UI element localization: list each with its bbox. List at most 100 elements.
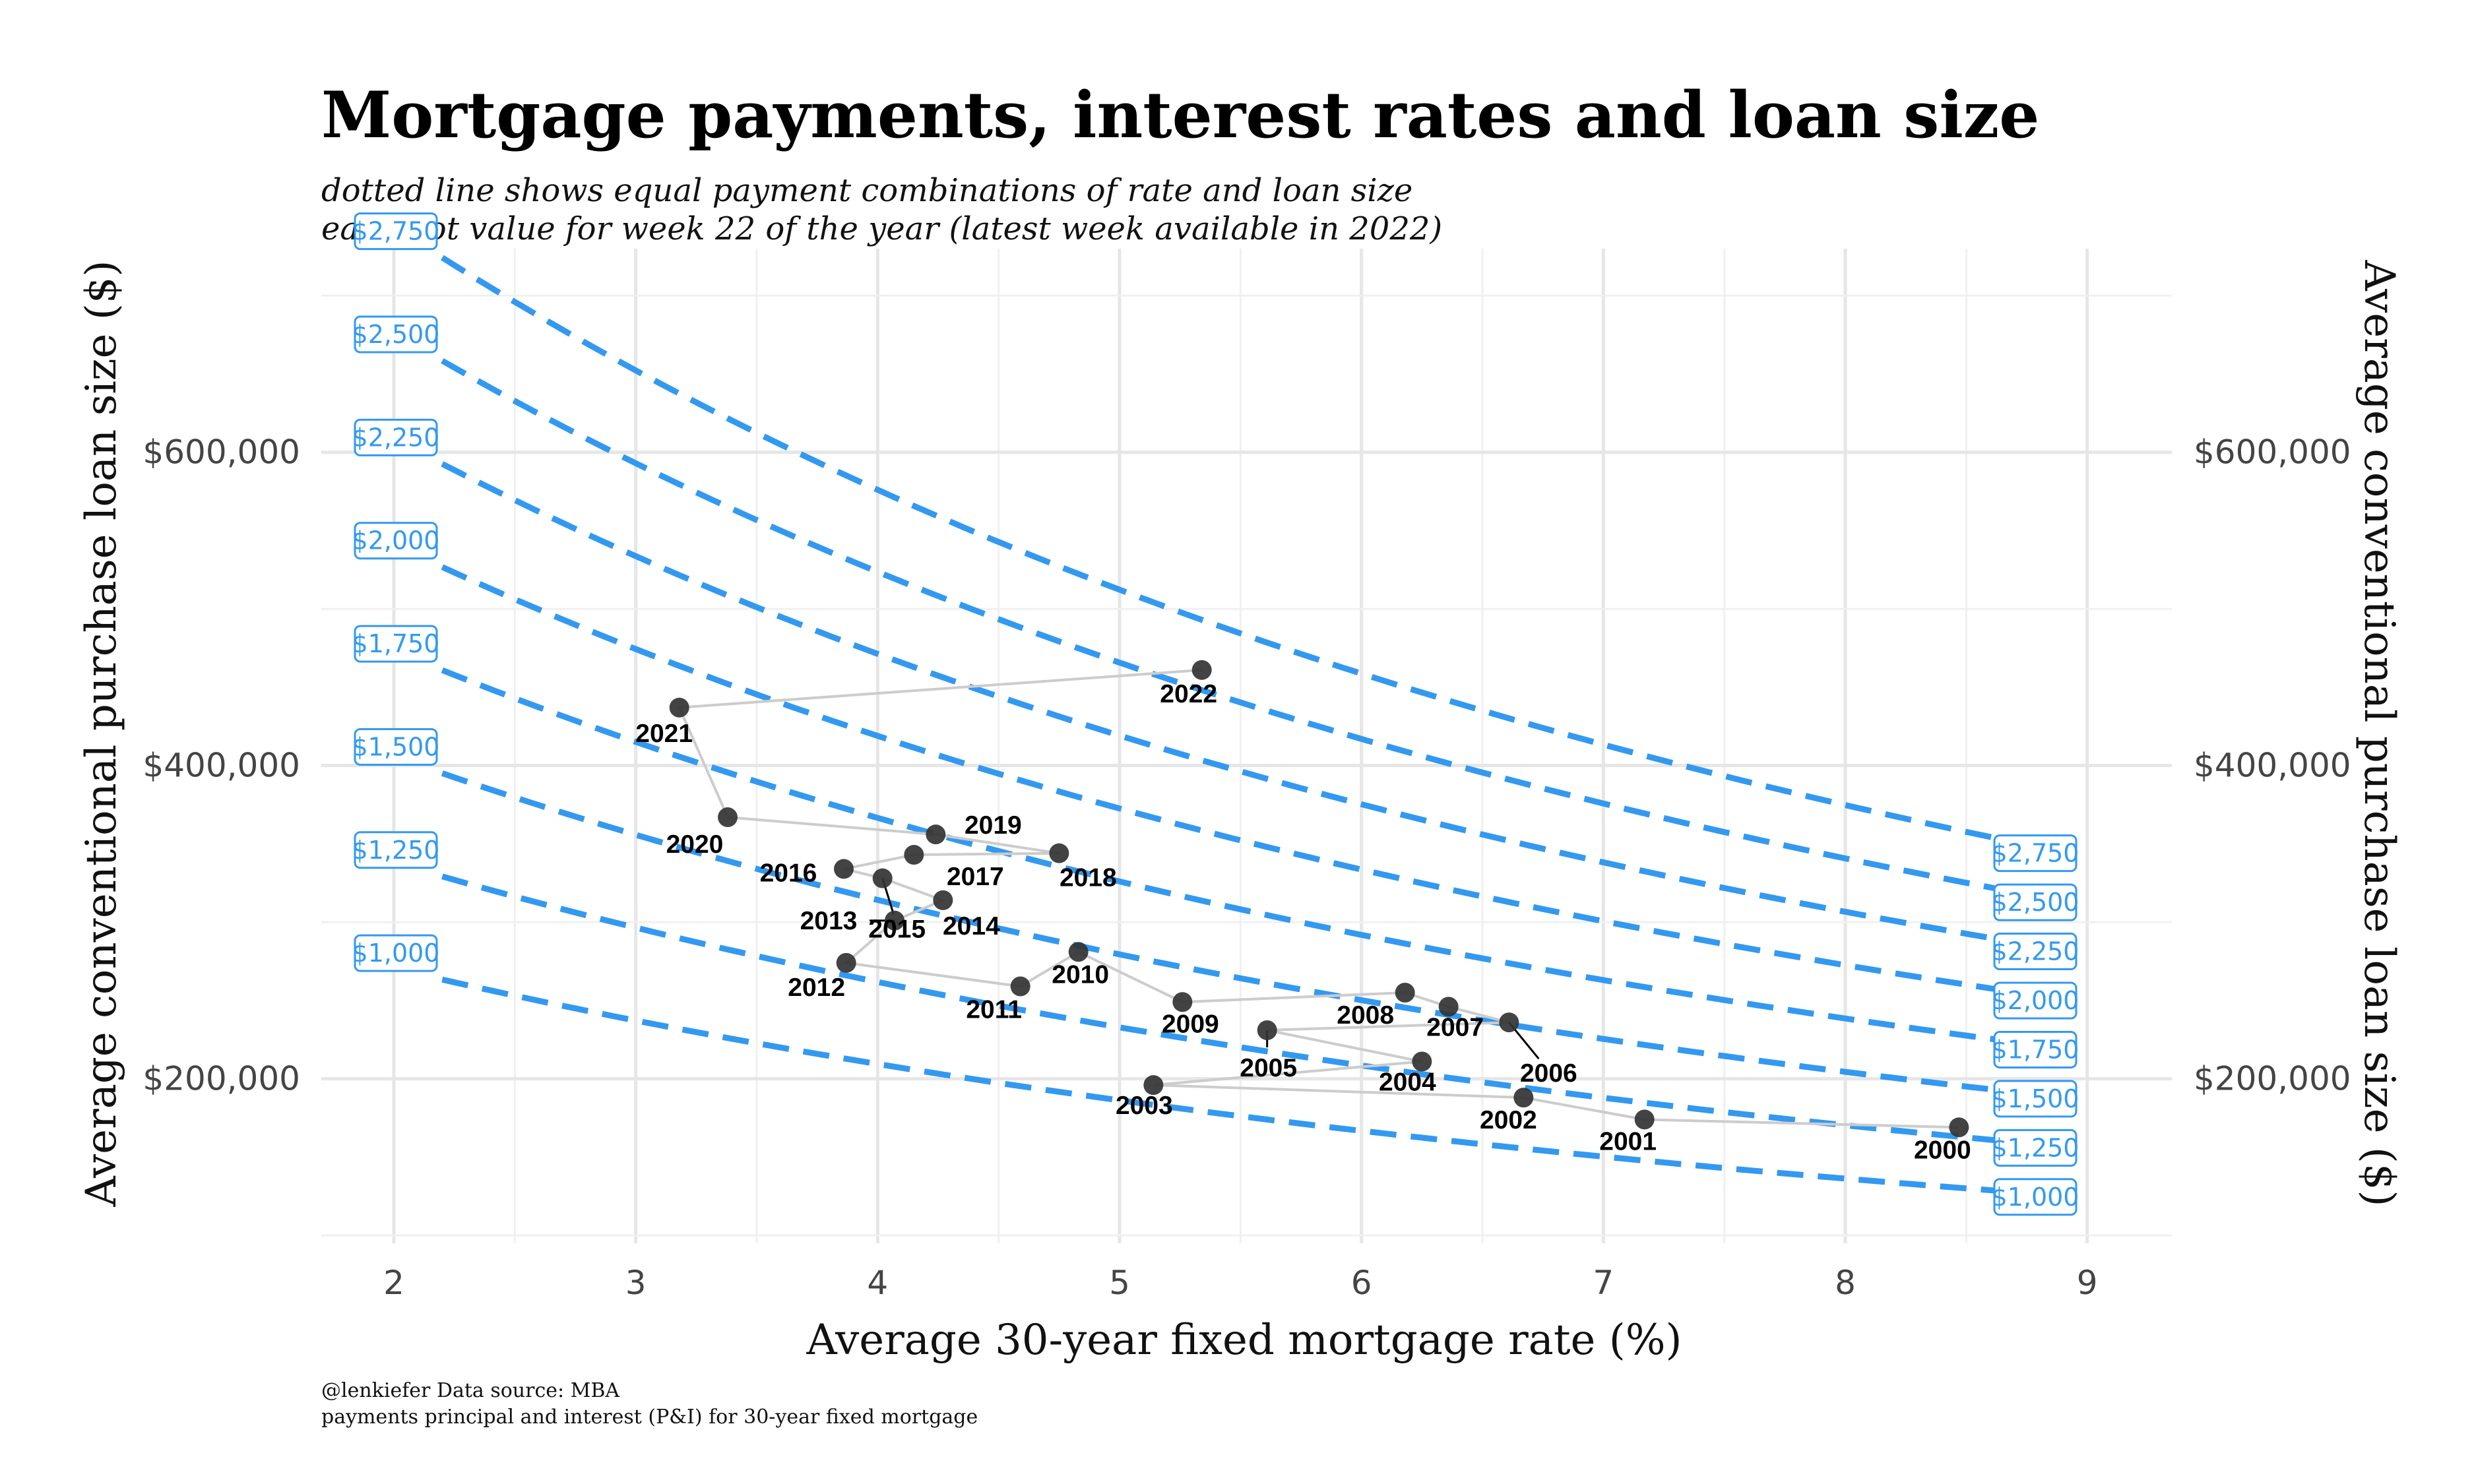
data-point-2012: [836, 952, 856, 973]
payment-label-box: [1993, 1030, 2078, 1068]
payment-label-box: [354, 625, 438, 663]
y-tick-label-left: $600,000: [143, 433, 300, 472]
data-point-2016: [834, 859, 854, 879]
year-label-2020: 2020: [666, 830, 724, 859]
payment-label-box: [354, 212, 438, 251]
payment-curve: [441, 461, 2052, 951]
year-label-2012: 2012: [788, 974, 845, 1002]
payment-label-text: $1,250: [352, 836, 440, 865]
payment-label-left: $1,750: [352, 625, 440, 663]
payment-label-text: $1,500: [352, 732, 440, 761]
year-label-2003: 2003: [1116, 1092, 1173, 1120]
payment-label-text: $2,000: [1992, 986, 2079, 1015]
payment-label-box: [1993, 1178, 2078, 1216]
payment-label-text: $2,250: [352, 423, 440, 452]
payment-label-text: $1,750: [1992, 1035, 2079, 1064]
payment-label-text: $2,500: [1992, 888, 2079, 917]
year-label-2001: 2001: [1599, 1127, 1657, 1156]
year-label-2004: 2004: [1379, 1068, 1436, 1097]
data-point-2009: [1172, 992, 1193, 1012]
payment-label-right: $1,250: [1992, 1128, 2079, 1167]
payment-label-box: [1993, 981, 2078, 1020]
payment-label-text: $2,750: [352, 217, 440, 246]
payment-curve: [441, 358, 2052, 902]
payment-label-right: $2,250: [1992, 933, 2079, 971]
payment-label-box: [354, 831, 438, 869]
data-point-2002: [1513, 1088, 1534, 1108]
payment-label-text: $1,000: [352, 939, 440, 968]
chart-subtitle-line-1: dotted line shows equal payment combinat…: [321, 172, 1412, 209]
year-label-2006: 2006: [1520, 1059, 1577, 1088]
payment-label-box: [1993, 883, 2078, 921]
data-point-2020: [718, 807, 738, 828]
x-tick-label: 5: [1109, 1264, 1130, 1302]
payment-label-box: [1993, 1080, 2078, 1118]
caption-line-1: @lenkiefer Data source: MBA: [321, 1379, 619, 1402]
data-point-2010: [1068, 942, 1089, 962]
payment-label-box: [1993, 834, 2078, 873]
payment-label-text: $1,000: [1992, 1183, 2079, 1212]
data-point-2007: [1438, 997, 1459, 1017]
payment-label-left: $2,250: [352, 418, 440, 456]
data-points: [669, 660, 1969, 1138]
year-labels: 2000 2001 2002 2003 2004 2005 2006 2007 2008 2009…: [635, 680, 1971, 1164]
year-label-2022: 2022: [1160, 680, 1217, 708]
year-label-2018: 2018: [1060, 864, 1117, 892]
payment-label-left: $2,500: [352, 315, 440, 354]
year-label-2021: 2021: [635, 720, 693, 748]
year-label-2000: 2000: [1914, 1136, 1971, 1164]
x-axis-title: Average 30-year fixed mortgage rate (%): [806, 1316, 1682, 1365]
y-tick-label-right: $600,000: [2194, 433, 2351, 472]
data-point-2021: [669, 697, 689, 718]
y-axis-right-ticks: $200,000 $400,000 $600,000: [2194, 433, 2351, 1098]
payment-label-left: $2,000: [352, 522, 440, 560]
data-point-2017: [904, 845, 924, 865]
x-tick-label: 2: [383, 1264, 404, 1302]
data-point-2019: [926, 824, 946, 845]
x-tick-label: 8: [1835, 1264, 1856, 1302]
payment-label-text: $1,500: [1992, 1084, 2079, 1113]
payment-label-box: [354, 522, 438, 560]
gridlines: [321, 249, 2172, 1243]
payment-label-left: $1,500: [352, 727, 440, 766]
year-label-2013: 2013: [800, 907, 858, 935]
y-axis-left-ticks: $200,000 $400,000 $600,000: [143, 433, 300, 1098]
payment-label-right: $2,000: [1992, 981, 2079, 1020]
year-label-2008: 2008: [1337, 1001, 1394, 1030]
data-point-2001: [1634, 1109, 1655, 1130]
year-label-2007: 2007: [1426, 1013, 1484, 1041]
year-label-2010: 2010: [1052, 960, 1109, 989]
data-point-2015: [872, 868, 893, 888]
payment-labels-right: $1,000 $1,250 $1,500 $1,750 $2,000 $2,250 $2,5…: [1992, 834, 2079, 1216]
data-point-2006: [1499, 1012, 1519, 1033]
payment-label-box: [354, 934, 438, 972]
data-point-2022: [1191, 660, 1212, 680]
payment-label-text: $2,250: [1992, 937, 2079, 966]
payment-label-text: $2,750: [1992, 839, 2079, 868]
year-label-2005: 2005: [1240, 1054, 1297, 1082]
chart-title: Mortgage payments, interest rates and lo…: [321, 78, 2039, 152]
chart-subtitle-line-2: each dot value for week 22 of the year (…: [321, 210, 1442, 247]
payment-label-text: $2,000: [352, 526, 440, 555]
payment-curve: [441, 770, 2052, 1099]
caption-line-2: payments principal and interest (P&I) fo…: [321, 1406, 978, 1429]
y-axis-title-left: Average conventional purchase loan size …: [77, 260, 126, 1207]
payment-label-text: $1,250: [1992, 1133, 2079, 1162]
x-axis-ticks: 2 3 4 5 6 7 8 9: [383, 1264, 2097, 1302]
y-tick-label-left: $400,000: [143, 747, 300, 785]
x-tick-label: 9: [2077, 1264, 2098, 1302]
year-label-2002: 2002: [1480, 1106, 1537, 1134]
payment-label-text: $2,500: [352, 320, 440, 349]
year-label-2015: 2015: [868, 915, 926, 944]
year-label-2009: 2009: [1162, 1010, 1219, 1038]
y-axis-title-right: Average conventional purchase loan size …: [2355, 259, 2403, 1206]
payment-curve: [441, 873, 2052, 1149]
data-point-2014: [933, 890, 953, 910]
payment-label-right: $2,500: [1992, 883, 2079, 921]
y-tick-label-right: $200,000: [2194, 1060, 2351, 1098]
payment-curve: [441, 976, 2052, 1198]
data-point-2003: [1143, 1075, 1164, 1096]
payment-label-text: $1,750: [352, 629, 440, 658]
year-label-2014: 2014: [943, 912, 1000, 941]
data-point-2004: [1412, 1051, 1432, 1072]
